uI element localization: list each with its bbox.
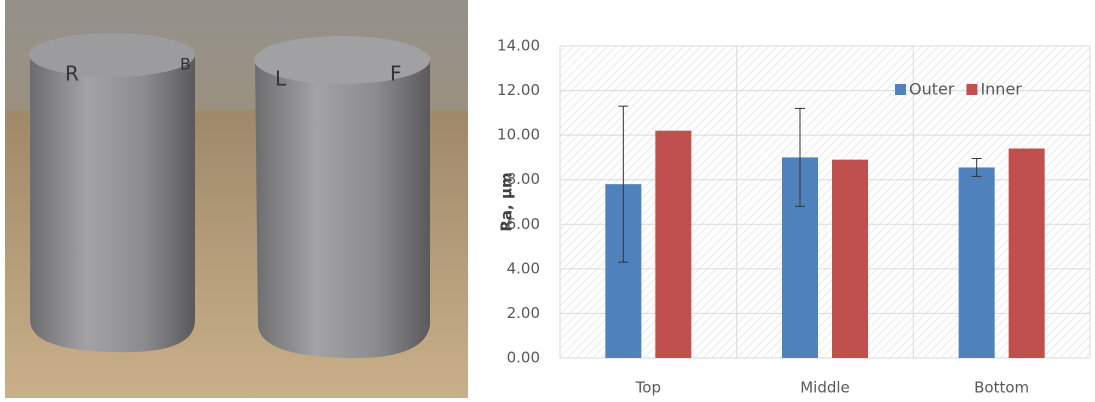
bar <box>655 131 691 358</box>
svg-text:L: L <box>275 67 287 91</box>
legend-label: Inner <box>980 80 1022 99</box>
bar <box>832 160 868 358</box>
y-tick-label: 6.00 <box>507 215 540 233</box>
svg-text:B: B <box>180 55 191 74</box>
y-tick-label: 10.00 <box>497 126 540 144</box>
bar <box>1009 149 1045 358</box>
y-tick-label: 12.00 <box>497 81 540 99</box>
x-tick-label: Top <box>635 379 661 397</box>
y-tick-label: 4.00 <box>507 259 540 277</box>
bar <box>959 167 995 358</box>
figure: R B L F Ra, µm 0.002.004.006.008.0010.00… <box>0 0 1095 402</box>
y-tick-label: 14.00 <box>497 37 540 55</box>
legend-swatch <box>966 84 977 95</box>
y-tick-label: 8.00 <box>507 170 540 188</box>
svg-text:F: F <box>390 62 402 86</box>
x-tick-label: Bottom <box>974 379 1029 397</box>
photo: R B L F <box>5 0 468 398</box>
legend-label: Outer <box>909 80 955 99</box>
x-tick-label: Middle <box>800 379 850 397</box>
svg-text:R: R <box>65 62 79 86</box>
legend-swatch <box>895 84 906 95</box>
y-tick-label: 2.00 <box>507 304 540 322</box>
y-tick-label: 0.00 <box>507 349 540 367</box>
